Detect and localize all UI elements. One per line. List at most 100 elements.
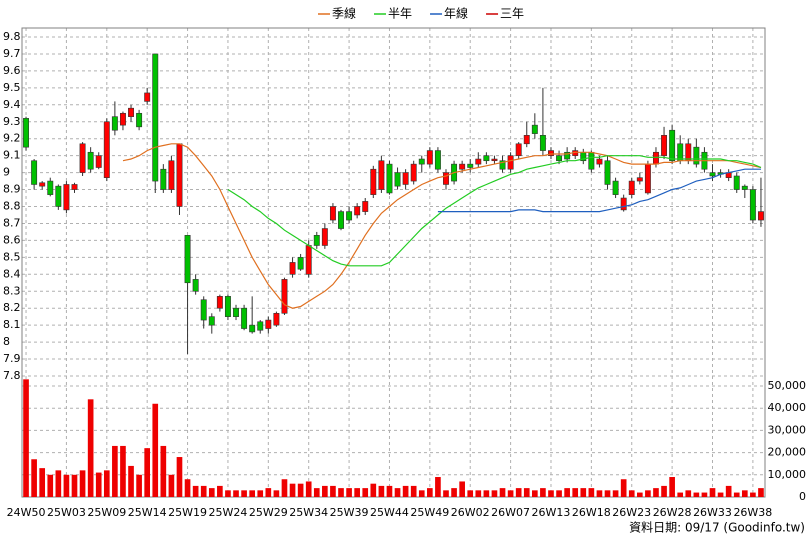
volume-bar: [120, 445, 126, 497]
candle-body: [515, 143, 522, 156]
volume-bar: [386, 485, 393, 497]
ma-line: [227, 155, 762, 267]
volume-bar: [55, 470, 62, 497]
candle-body: [636, 177, 643, 182]
volume-bar: [410, 485, 417, 497]
candle-body: [224, 296, 231, 317]
volume-bar: [645, 490, 651, 497]
volume-bar: [249, 490, 255, 497]
candle-body: [95, 155, 102, 168]
candle-body: [79, 143, 86, 173]
volume-bar: [612, 490, 619, 497]
candle-body: [677, 143, 684, 162]
legend-label: 季線: [332, 6, 356, 21]
candle-body: [507, 155, 514, 170]
candle-body: [216, 296, 223, 309]
volume-bar: [669, 477, 675, 497]
volume-bar: [378, 485, 385, 497]
y-tick-label: 8.2: [3, 301, 21, 314]
candle-body: [523, 135, 530, 145]
candle-body: [233, 307, 239, 317]
legend-label: 三年: [500, 7, 524, 21]
candle-body: [556, 155, 563, 162]
volume-bar: [435, 477, 441, 497]
volume-bar: [620, 479, 627, 497]
candle-body: [329, 206, 336, 221]
candle-body: [443, 172, 449, 185]
y-tick-label: 9.2: [3, 132, 21, 145]
candle-body: [749, 189, 756, 221]
volume-bar: [693, 492, 700, 497]
volume-bar: [354, 488, 360, 497]
volume-bar: [580, 488, 587, 497]
x-tick-label: 25W24: [209, 506, 248, 519]
y-tick-label: 9: [3, 166, 10, 179]
y-tick-label: 9.8: [3, 30, 21, 43]
volume-bar: [176, 457, 183, 497]
candle-body: [531, 124, 538, 134]
candle-body: [55, 185, 62, 207]
candle-body: [136, 112, 143, 128]
x-tick-label: 26W18: [572, 506, 611, 519]
x-tick-label: 25W14: [128, 506, 167, 519]
candle-body: [426, 150, 433, 165]
volume-bar: [168, 474, 175, 497]
volume-bar: [128, 465, 134, 497]
ma-line: [122, 143, 762, 309]
volume-bar: [233, 490, 239, 497]
candle-body: [346, 211, 353, 221]
volume-bar: [564, 488, 570, 497]
candle-body: [693, 146, 700, 165]
volume-bar: [160, 445, 167, 497]
volume-bar: [225, 490, 231, 497]
volume-bar: [491, 490, 498, 497]
volume-bar: [701, 492, 708, 497]
x-tick-label: 25W44: [370, 506, 409, 519]
candle-body: [47, 180, 54, 195]
candle-body: [200, 299, 207, 321]
volume-bar: [47, 474, 54, 497]
volume-bar: [144, 448, 151, 497]
candle-body: [596, 158, 603, 165]
candle-body: [588, 151, 595, 170]
candle-body: [548, 150, 554, 156]
candle-body: [604, 160, 611, 185]
x-tick-label: 25W29: [249, 506, 288, 519]
y-tick-label: 8.7: [3, 216, 21, 229]
candle-body: [491, 158, 498, 162]
candle-body: [257, 321, 264, 331]
candle-body: [160, 168, 167, 190]
volume-bar: [661, 485, 667, 497]
volume-bar: [257, 490, 264, 497]
volume-bar: [63, 474, 70, 497]
volume-bar: [709, 488, 716, 497]
volume-bar: [588, 488, 595, 497]
volume-bar: [95, 472, 102, 497]
candle-body: [321, 228, 328, 246]
source-note: 資料日期: 09/17 (Goodinfo.tw): [629, 521, 805, 535]
candle-body: [71, 184, 78, 190]
candle-body: [620, 197, 627, 211]
y2-tick-label: 10,000: [768, 468, 807, 481]
x-tick-label: 26W28: [653, 506, 692, 519]
volume-bar: [313, 488, 320, 497]
candle-body: [103, 121, 110, 178]
candle-body: [539, 135, 546, 151]
volume-bar: [685, 490, 692, 497]
candle-body: [394, 172, 401, 187]
candle-body: [434, 150, 441, 170]
y-tick-label: 9.5: [3, 81, 21, 94]
candle-body: [273, 312, 280, 326]
y2-tick-label: 0: [799, 490, 806, 503]
x-tick-label: 26W38: [733, 506, 772, 519]
candle-body: [176, 143, 183, 207]
candle-body: [265, 319, 272, 329]
candle-body: [757, 211, 764, 221]
y-tick-label: 9.6: [3, 64, 21, 77]
candle-body: [612, 180, 619, 195]
volume-bar: [31, 459, 37, 497]
volume-bar: [39, 468, 46, 497]
volume-bar: [758, 488, 764, 497]
volume-bar: [427, 488, 433, 497]
candle-body: [564, 151, 571, 160]
